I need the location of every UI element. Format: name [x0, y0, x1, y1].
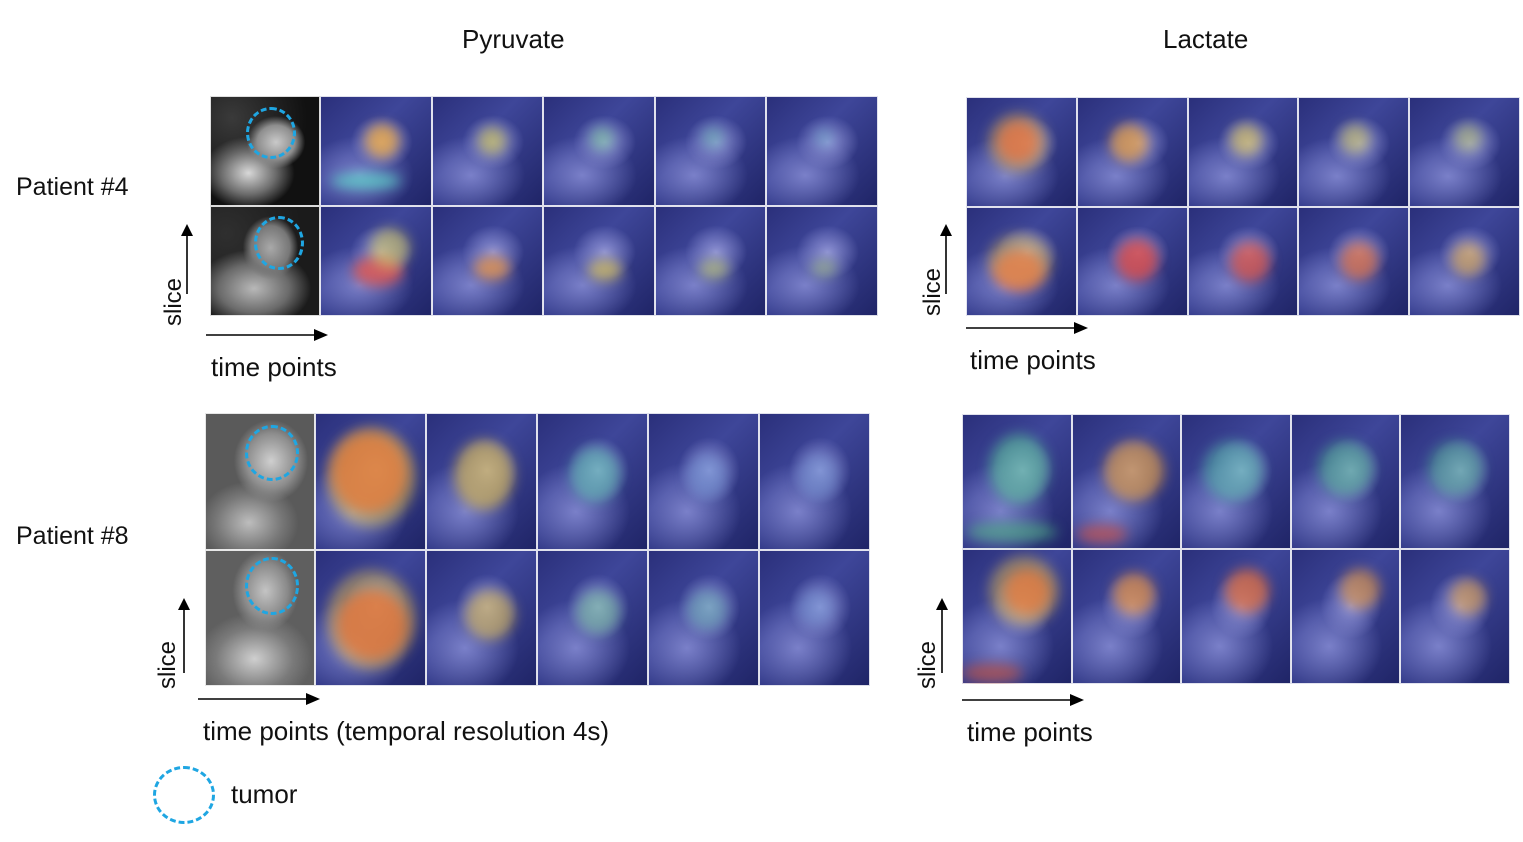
- slice-arrow-icon: [178, 598, 190, 673]
- overlay-image: [431, 96, 544, 206]
- time-arrow-icon: [198, 693, 320, 705]
- time-axis-label: time points: [967, 717, 1093, 747]
- patient-4-label: Patient #4: [16, 173, 129, 201]
- overlay-image: [654, 206, 767, 316]
- overlay-image: [759, 413, 870, 550]
- overlay-image: [1409, 97, 1520, 207]
- overlay-image: [1181, 549, 1291, 684]
- slice-axis-label: slice: [160, 277, 187, 326]
- overlay-image: [1181, 414, 1291, 549]
- overlay-image: [766, 96, 878, 206]
- tumor-circle-icon: [254, 216, 304, 270]
- slice-axis-label: slice: [154, 640, 181, 689]
- overlay-image: [1298, 97, 1410, 207]
- overlay-image: [426, 413, 537, 550]
- overlay-image: [766, 206, 878, 316]
- slice-axis-label: slice: [914, 640, 941, 689]
- overlay-image: [1400, 549, 1510, 684]
- overlay-image: [315, 413, 426, 550]
- overlay-image: [543, 206, 655, 316]
- overlay-image: [759, 549, 870, 686]
- overlay-image: [962, 549, 1072, 684]
- overlay-image: [543, 96, 655, 206]
- legend-tumor-circle-icon: [153, 766, 215, 824]
- overlay-image: [966, 206, 1077, 316]
- tumor-circle-icon: [245, 425, 299, 481]
- overlay-image: [320, 206, 432, 316]
- lactate-title: Lactate: [1163, 24, 1249, 54]
- overlay-image: [1076, 206, 1188, 316]
- patient8-pyruvate-grid: [205, 413, 870, 686]
- tumor-circle-icon: [246, 107, 296, 159]
- overlay-image: [654, 96, 767, 206]
- overlay-image: [537, 413, 648, 550]
- patient4-pyruvate-grid: [210, 96, 878, 316]
- overlay-image: [320, 96, 432, 206]
- slice-arrow-icon: [940, 224, 952, 294]
- overlay-image: [315, 549, 426, 686]
- overlay-image: [962, 414, 1072, 549]
- slice-arrow-icon: [936, 598, 948, 673]
- overlay-image: [1187, 97, 1299, 207]
- time-axis-label: time points: [211, 352, 337, 382]
- pyruvate-title: Pyruvate: [462, 24, 565, 54]
- overlay-image: [431, 206, 544, 316]
- overlay-image: [1187, 206, 1299, 316]
- slice-axis-label: slice: [919, 267, 946, 316]
- time-arrow-icon: [206, 329, 328, 341]
- overlay-image: [1290, 414, 1401, 549]
- slice-arrow-icon: [181, 224, 193, 294]
- patient8-lactate-grid: [962, 414, 1510, 684]
- time-arrow-icon: [966, 322, 1088, 334]
- time-axis-label: time points: [970, 345, 1096, 375]
- time-axis-label: time points (temporal resolution 4s): [203, 716, 610, 746]
- overlay-image: [537, 549, 648, 686]
- overlay-image: [1298, 206, 1410, 316]
- overlay-image: [1290, 549, 1401, 684]
- legend-tumor-label: tumor: [231, 779, 298, 809]
- overlay-image: [1409, 206, 1520, 316]
- patient4-lactate-grid: [966, 97, 1520, 316]
- anatomical-image: [205, 549, 315, 686]
- patient-8-label: Patient #8: [16, 522, 129, 550]
- overlay-image: [648, 413, 759, 550]
- time-arrow-icon: [962, 694, 1084, 706]
- overlay-image: [1071, 549, 1182, 684]
- tumor-circle-icon: [245, 557, 299, 615]
- overlay-image: [648, 549, 759, 686]
- overlay-image: [966, 97, 1077, 207]
- overlay-image: [426, 549, 537, 686]
- overlay-image: [1076, 97, 1188, 207]
- overlay-image: [1400, 414, 1510, 549]
- overlay-image: [1071, 414, 1182, 549]
